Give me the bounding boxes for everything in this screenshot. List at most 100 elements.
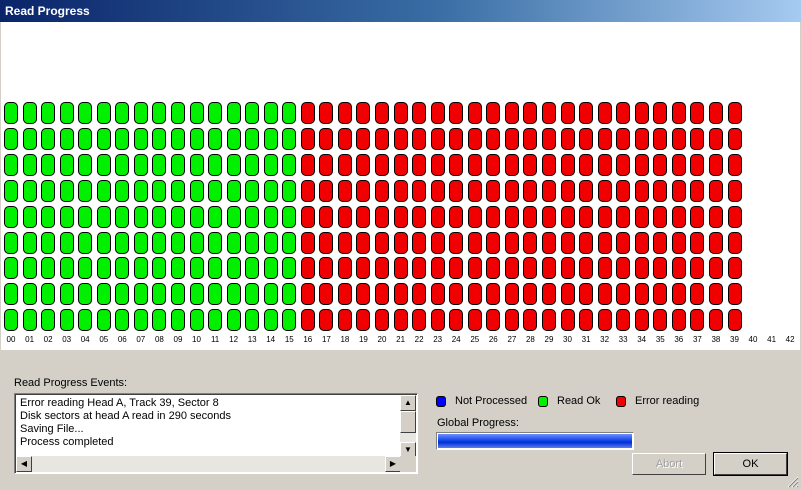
- vertical-scroll-thumb[interactable]: [400, 411, 416, 433]
- sector-cell-error: [634, 283, 649, 306]
- sector-cell-ok: [152, 283, 167, 306]
- vertical-scrollbar[interactable]: ▲ ▼: [400, 395, 416, 458]
- sector-cell-ok: [133, 205, 148, 228]
- sector-cell-error: [356, 205, 371, 228]
- sector-cell-error: [430, 205, 445, 228]
- sector-cell-ok: [282, 231, 297, 254]
- sector-cell-ok: [226, 102, 241, 124]
- track-label: 27: [507, 335, 517, 344]
- sector-cell-ok: [96, 309, 111, 332]
- ok-button[interactable]: OK: [713, 452, 788, 476]
- sector-cell-ok: [133, 283, 148, 306]
- sector-cell-ok: [245, 179, 260, 202]
- scroll-up-icon[interactable]: ▲: [400, 395, 416, 411]
- sector-cell-error: [393, 102, 408, 124]
- sector-cell-error: [486, 179, 501, 202]
- sector-cell-ok: [152, 153, 167, 176]
- sector-cell-error: [449, 205, 464, 228]
- sector-cell-error: [727, 205, 742, 228]
- sector-cell-ok: [282, 283, 297, 306]
- sector-cell-error: [616, 153, 631, 176]
- sector-cell-error: [560, 102, 575, 124]
- track-label: 42: [785, 335, 795, 344]
- sector-cell-ok: [115, 102, 130, 124]
- abort-button[interactable]: Abort: [632, 453, 706, 475]
- sector-cell-error: [542, 102, 556, 124]
- sector-cell-ok: [189, 231, 204, 254]
- sector-cell-error: [467, 102, 482, 124]
- sector-cell-error: [523, 153, 538, 176]
- sector-cell-ok: [133, 179, 148, 202]
- sector-cell-ok: [282, 153, 297, 176]
- sector-cell-error: [337, 257, 352, 280]
- sector-cell-ok: [78, 231, 93, 254]
- sector-cell-error: [300, 231, 315, 254]
- sector-cell-ok: [282, 309, 297, 332]
- sector-cell-error: [430, 102, 445, 124]
- scroll-right-icon[interactable]: ▶: [385, 456, 401, 472]
- sector-cell-ok: [41, 205, 56, 228]
- sector-cell-error: [412, 283, 427, 306]
- sector-cell-error: [337, 205, 352, 228]
- sector-cell-error: [523, 127, 538, 150]
- sector-cell-ok: [189, 127, 204, 150]
- sector-cell-error: [412, 231, 427, 254]
- sector-cell-ok: [282, 257, 297, 280]
- sector-cell-error: [504, 231, 519, 254]
- sector-cell-ok: [189, 205, 204, 228]
- sector-cell-ok: [171, 205, 185, 228]
- sector-cell-ok: [133, 231, 148, 254]
- sector-cell-error: [467, 153, 482, 176]
- sector-grid: 00 01 02 03 04 05 06 07 08 09 10 11 12 13 14 15 16 17 18 19…: [1, 22, 800, 350]
- sector-cell-ok: [96, 127, 111, 150]
- sector-cell-error: [449, 231, 464, 254]
- sector-cell-error: [356, 309, 371, 332]
- sector-cell-ok: [78, 283, 93, 306]
- sector-cell-error: [597, 205, 612, 228]
- sector-cell-error: [356, 127, 371, 150]
- sector-cell-error: [653, 205, 668, 228]
- sector-cell-error: [393, 153, 408, 176]
- sector-cell-error: [671, 231, 686, 254]
- sector-cell-ok: [4, 205, 18, 228]
- scroll-left-icon[interactable]: ◀: [16, 456, 32, 472]
- sector-cell-error: [616, 283, 631, 306]
- track-label: 25: [470, 335, 480, 344]
- sector-cell-ok: [41, 153, 56, 176]
- not-processed-swatch-icon: [436, 396, 446, 407]
- sector-cell-error: [467, 257, 482, 280]
- sector-cell-ok: [171, 179, 185, 202]
- sector-cell-ok: [189, 102, 204, 124]
- sector-cell-ok: [208, 127, 223, 150]
- global-progress-bar: [436, 432, 634, 450]
- sector-cell-error: [467, 231, 482, 254]
- size-grip-icon[interactable]: [787, 476, 799, 488]
- sector-cell-error: [690, 102, 705, 124]
- sector-cell-error: [412, 102, 427, 124]
- track-label: 20: [377, 335, 387, 344]
- sector-cell-ok: [226, 257, 241, 280]
- sector-cell-error: [486, 309, 501, 332]
- sector-cell-ok: [59, 127, 74, 150]
- horizontal-scrollbar[interactable]: ◀ ▶: [16, 456, 401, 472]
- track-label: 11: [210, 335, 220, 344]
- sector-cell-error: [523, 309, 538, 332]
- sector-cell-ok: [41, 102, 56, 124]
- sector-cell-ok: [263, 309, 278, 332]
- sector-cell-error: [579, 257, 594, 280]
- sector-cell-error: [523, 283, 538, 306]
- sector-cell-error: [708, 257, 723, 280]
- sector-cell-error: [449, 309, 464, 332]
- sector-cell-error: [449, 127, 464, 150]
- sector-cell-error: [579, 283, 594, 306]
- sector-cell-error: [579, 102, 594, 124]
- sector-cell-ok: [41, 257, 56, 280]
- sector-cell-error: [542, 179, 556, 202]
- sector-cell-error: [375, 153, 389, 176]
- events-log[interactable]: Error reading Head A, Track 39, Sector 8…: [14, 393, 418, 474]
- sector-cell-ok: [59, 153, 74, 176]
- sector-cell-error: [337, 102, 352, 124]
- sector-cell-error: [560, 127, 575, 150]
- sector-cell-error: [597, 127, 612, 150]
- sector-cell-error: [486, 283, 501, 306]
